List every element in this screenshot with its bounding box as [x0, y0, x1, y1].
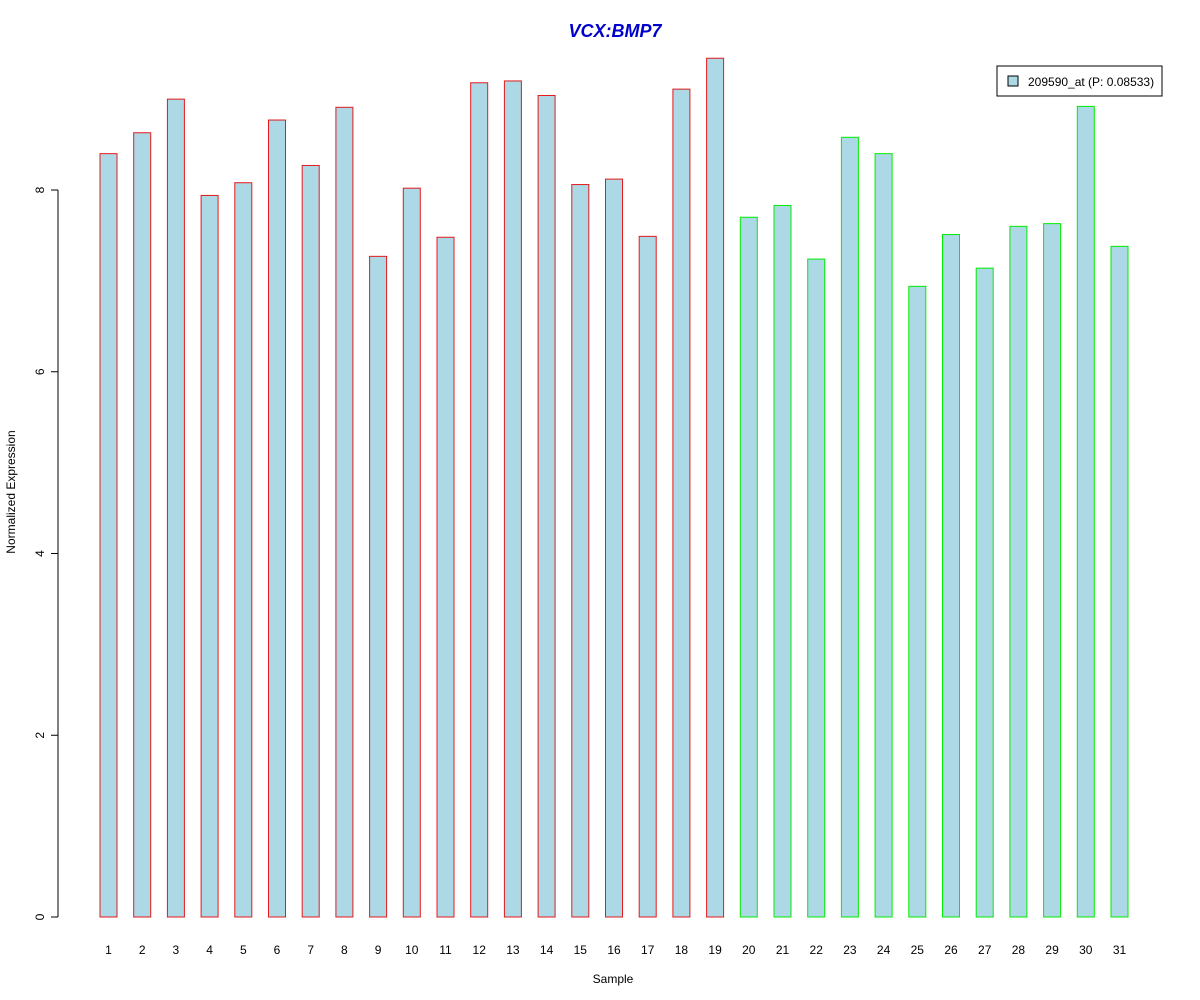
bar-sample-16 [605, 178, 623, 918]
y-axis-label: Normalized Expression [4, 430, 18, 553]
bar-sample-30 [1076, 105, 1095, 918]
legend: 209590_at (P: 0.08533) [996, 65, 1163, 97]
bar-sample-2 [133, 132, 152, 918]
bar-sample-21 [773, 204, 792, 918]
x-tick-label: 25 [911, 943, 925, 957]
x-tick-label: 5 [240, 943, 247, 957]
bar-sample-5 [234, 182, 253, 918]
bar-sample-22 [807, 258, 826, 918]
x-tick-label: 28 [1012, 943, 1026, 957]
bar-sample-15 [571, 184, 590, 918]
legend-swatch [1007, 75, 1019, 87]
bar-sample-1 [99, 153, 118, 918]
x-tick-label: 26 [944, 943, 958, 957]
x-tick-label: 27 [978, 943, 992, 957]
bar-sample-13 [503, 80, 522, 918]
bar-sample-3 [166, 98, 185, 918]
x-tick-labels: 1 2 3 4 5 6 7 8 9 10 11 12 13 14 15 16 17 18 19 20 21 22 23 24 2… [105, 943, 1126, 957]
bar-sample-12 [470, 82, 489, 918]
x-tick-label: 14 [540, 943, 554, 957]
x-tick-label: 17 [641, 943, 655, 957]
y-tick-label: 0 [33, 913, 47, 920]
bar-sample-19 [706, 57, 725, 918]
legend-box [996, 65, 1163, 97]
bar-sample-9 [369, 255, 388, 918]
x-tick-label: 11 [439, 943, 452, 957]
x-tick-label: 24 [877, 943, 891, 957]
bar-sample-29 [1043, 223, 1062, 918]
x-tick-label: 12 [473, 943, 487, 957]
x-tick-label: 4 [206, 943, 213, 957]
x-tick-label: 15 [574, 943, 588, 957]
x-tick-label: 22 [810, 943, 824, 957]
bar-sample-6 [268, 119, 286, 918]
bar-sample-28 [1009, 225, 1028, 918]
y-tick-label: 4 [33, 550, 47, 557]
x-tick-label: 19 [708, 943, 722, 957]
y-tick-label: 2 [33, 732, 47, 739]
bar-sample-23 [840, 136, 859, 918]
bar-sample-25 [908, 285, 927, 918]
x-tick-label: 23 [843, 943, 857, 957]
x-axis-label: Sample [593, 972, 634, 986]
x-tick-label: 30 [1079, 943, 1093, 957]
bar-sample-26 [942, 234, 960, 918]
bar-sample-11 [436, 236, 455, 918]
x-tick-label: 18 [675, 943, 689, 957]
bar-sample-27 [975, 267, 994, 918]
x-tick-label: 7 [307, 943, 314, 957]
bar-sample-24 [874, 153, 893, 918]
bar-sample-4 [200, 194, 219, 918]
x-tick-label: 20 [742, 943, 756, 957]
x-tick-label: 31 [1113, 943, 1127, 957]
x-tick-label: 13 [506, 943, 520, 957]
bar-sample-18 [672, 88, 691, 918]
bar-sample-10 [402, 187, 421, 918]
y-axis: 0 2 4 6 8 [33, 186, 59, 920]
bars [99, 57, 1129, 918]
x-tick-label: 16 [607, 943, 621, 957]
bar-sample-8 [335, 106, 354, 918]
x-tick-label: 10 [405, 943, 419, 957]
y-tick-label: 8 [33, 186, 47, 193]
bar-sample-7 [301, 164, 320, 918]
x-tick-label: 8 [341, 943, 348, 957]
x-tick-label: 29 [1045, 943, 1059, 957]
x-tick-label: 9 [375, 943, 382, 957]
legend-label: 209590_at (P: 0.08533) [1028, 75, 1154, 89]
bar-sample-20 [739, 216, 758, 918]
x-tick-label: 2 [139, 943, 146, 957]
bar-sample-17 [638, 235, 657, 918]
x-tick-label: 21 [776, 943, 790, 957]
y-tick-label: 6 [33, 368, 47, 375]
x-tick-label: 3 [173, 943, 180, 957]
x-tick-label: 1 [105, 943, 112, 957]
bar-sample-14 [537, 94, 556, 918]
x-tick-label: 6 [274, 943, 281, 957]
chart-title: VCX:BMP7 [568, 21, 662, 41]
bar-sample-31 [1110, 245, 1129, 918]
